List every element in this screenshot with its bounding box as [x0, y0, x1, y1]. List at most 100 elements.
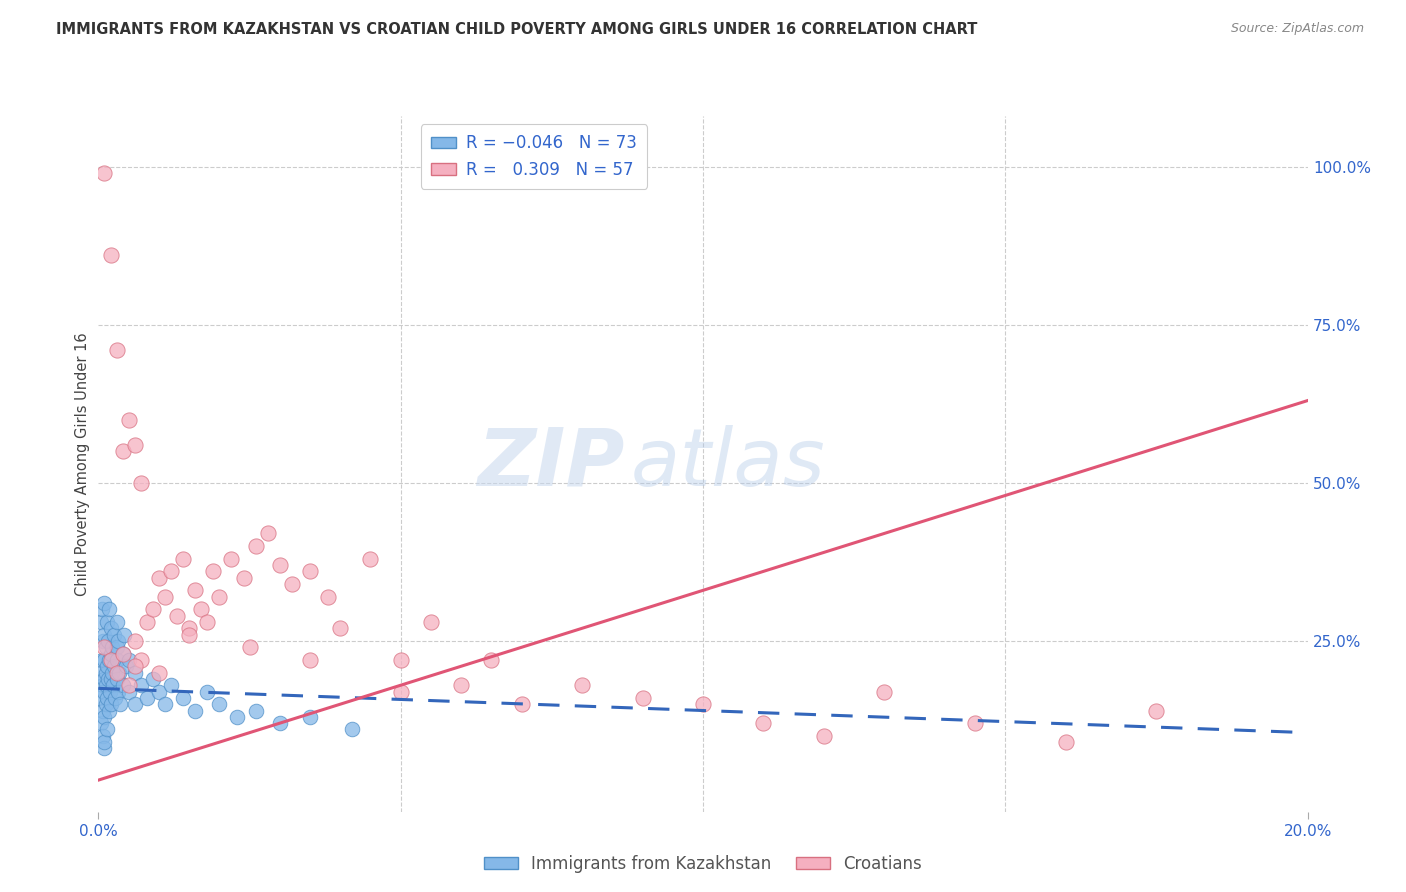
Point — [91, 634, 114, 648]
Point — [98, 684, 121, 698]
Point — [142, 602, 165, 616]
Point — [450, 678, 472, 692]
Point — [571, 678, 593, 692]
Point — [112, 627, 135, 641]
Point — [148, 665, 170, 680]
Point — [96, 640, 118, 655]
Point — [1144, 704, 1167, 718]
Point — [389, 653, 412, 667]
Point — [96, 723, 118, 737]
Point — [135, 615, 157, 629]
Point — [631, 690, 654, 705]
Point — [103, 627, 125, 641]
Point — [232, 571, 254, 585]
Point — [299, 565, 322, 579]
Point — [1054, 735, 1077, 749]
Point — [93, 596, 115, 610]
Point — [118, 678, 141, 692]
Point — [160, 678, 183, 692]
Point — [100, 653, 122, 667]
Point — [118, 684, 141, 698]
Point — [342, 723, 364, 737]
Point — [299, 710, 322, 724]
Point — [98, 653, 121, 667]
Point — [108, 697, 131, 711]
Point — [90, 716, 112, 731]
Point — [93, 672, 115, 686]
Point — [245, 704, 267, 718]
Point — [389, 684, 412, 698]
Point — [245, 539, 267, 553]
Point — [90, 665, 112, 680]
Point — [420, 615, 443, 629]
Point — [111, 647, 134, 661]
Point — [105, 672, 128, 686]
Point — [124, 659, 146, 673]
Point — [91, 653, 114, 667]
Point — [124, 438, 146, 452]
Point — [96, 690, 118, 705]
Text: atlas: atlas — [630, 425, 825, 503]
Point — [105, 343, 128, 357]
Point — [316, 590, 339, 604]
Point — [184, 704, 207, 718]
Point — [97, 704, 120, 718]
Point — [100, 248, 122, 262]
Point — [91, 602, 114, 616]
Point — [172, 690, 194, 705]
Point — [873, 684, 896, 698]
Point — [93, 684, 115, 698]
Point — [93, 653, 115, 667]
Point — [481, 653, 503, 667]
Point — [124, 665, 146, 680]
Text: Source: ZipAtlas.com: Source: ZipAtlas.com — [1230, 22, 1364, 36]
Point — [111, 647, 134, 661]
Point — [96, 678, 118, 692]
Point — [153, 590, 176, 604]
Point — [105, 665, 128, 680]
Point — [202, 565, 225, 579]
Point — [153, 697, 176, 711]
Point — [111, 444, 134, 458]
Point — [360, 551, 382, 566]
Text: ZIP: ZIP — [477, 425, 624, 503]
Point — [179, 627, 201, 641]
Point — [195, 684, 218, 698]
Point — [91, 729, 114, 743]
Point — [111, 678, 134, 692]
Point — [114, 659, 136, 673]
Point — [965, 716, 987, 731]
Point — [190, 602, 212, 616]
Point — [160, 565, 183, 579]
Point — [118, 412, 141, 426]
Point — [281, 577, 304, 591]
Point — [93, 640, 115, 655]
Point — [813, 729, 835, 743]
Point — [184, 583, 207, 598]
Point — [195, 615, 218, 629]
Point — [510, 697, 533, 711]
Legend: Immigrants from Kazakhstan, Croatians: Immigrants from Kazakhstan, Croatians — [478, 848, 928, 880]
Point — [91, 678, 114, 692]
Point — [91, 704, 114, 718]
Point — [100, 621, 122, 635]
Point — [94, 665, 117, 680]
Point — [101, 678, 124, 692]
Point — [105, 640, 128, 655]
Point — [107, 634, 129, 648]
Point — [96, 659, 118, 673]
Point — [256, 526, 278, 541]
Point — [118, 653, 141, 667]
Point — [208, 697, 231, 711]
Point — [100, 672, 122, 686]
Point — [100, 665, 122, 680]
Point — [108, 665, 131, 680]
Point — [97, 672, 120, 686]
Point — [299, 653, 322, 667]
Point — [172, 551, 194, 566]
Point — [329, 621, 352, 635]
Y-axis label: Child Poverty Among Girls Under 16: Child Poverty Among Girls Under 16 — [75, 332, 90, 596]
Point — [100, 697, 122, 711]
Point — [269, 716, 291, 731]
Point — [93, 710, 115, 724]
